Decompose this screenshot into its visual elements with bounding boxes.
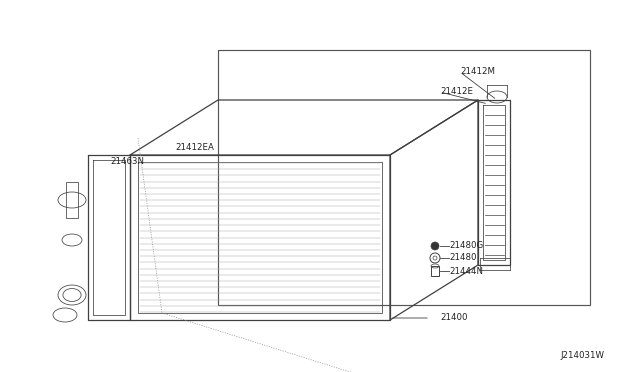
Text: 21480: 21480 bbox=[449, 253, 477, 263]
Text: 21463N: 21463N bbox=[110, 157, 144, 167]
Text: 21400: 21400 bbox=[440, 314, 467, 323]
Text: 21480G: 21480G bbox=[449, 241, 483, 250]
Text: 21412E: 21412E bbox=[440, 87, 473, 96]
Bar bbox=[66, 182, 78, 218]
Text: 21444N: 21444N bbox=[449, 266, 483, 276]
Text: J214031W: J214031W bbox=[560, 350, 604, 359]
Bar bbox=[431, 266, 439, 276]
Circle shape bbox=[431, 242, 439, 250]
Bar bbox=[218, 50, 590, 305]
Text: 21412M: 21412M bbox=[460, 67, 495, 77]
Text: 21412EA: 21412EA bbox=[175, 144, 214, 153]
